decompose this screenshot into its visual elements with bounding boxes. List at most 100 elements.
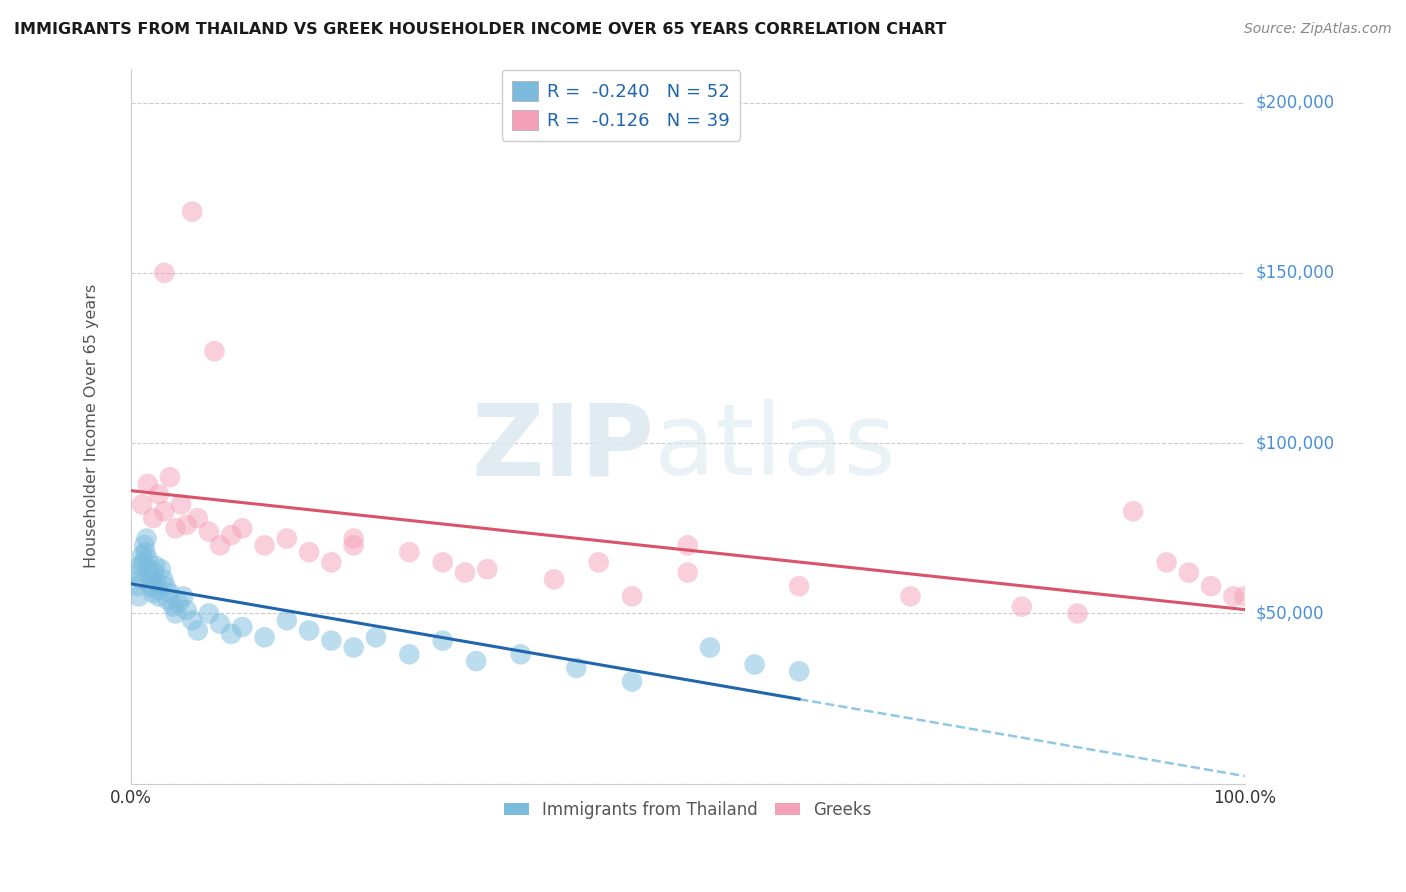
Point	[135, 532, 157, 546]
Point	[153, 266, 176, 280]
Point	[165, 607, 187, 621]
Point	[181, 204, 204, 219]
Point	[253, 538, 276, 552]
Point	[167, 596, 190, 610]
Point	[1222, 590, 1244, 604]
Point	[543, 573, 565, 587]
Point	[148, 487, 170, 501]
Point	[565, 661, 588, 675]
Point	[219, 627, 242, 641]
Point	[187, 511, 209, 525]
Point	[134, 538, 156, 552]
Point	[208, 538, 231, 552]
Point	[129, 573, 152, 587]
Point	[398, 545, 420, 559]
Point	[1156, 555, 1178, 569]
Point	[132, 555, 155, 569]
Point	[231, 521, 253, 535]
Point	[181, 613, 204, 627]
Point	[150, 562, 173, 576]
Point	[159, 470, 181, 484]
Point	[138, 562, 160, 576]
Point	[298, 545, 321, 559]
Point	[321, 633, 343, 648]
Point	[136, 552, 159, 566]
Point	[187, 624, 209, 638]
Point	[900, 590, 922, 604]
Point	[343, 532, 366, 546]
Point	[139, 579, 162, 593]
Point	[1178, 566, 1201, 580]
Text: $150,000: $150,000	[1256, 264, 1334, 282]
Point	[787, 579, 810, 593]
Point	[128, 590, 150, 604]
Point	[170, 498, 193, 512]
Point	[454, 566, 477, 580]
Point	[219, 528, 242, 542]
Point	[176, 517, 198, 532]
Point	[198, 524, 221, 539]
Point	[142, 586, 165, 600]
Point	[364, 630, 387, 644]
Point	[142, 511, 165, 525]
Legend: Immigrants from Thailand, Greeks: Immigrants from Thailand, Greeks	[498, 794, 879, 825]
Point	[699, 640, 721, 655]
Point	[509, 648, 531, 662]
Point	[165, 521, 187, 535]
Point	[343, 538, 366, 552]
Point	[298, 624, 321, 638]
Text: $50,000: $50,000	[1256, 605, 1324, 623]
Text: ZIP: ZIP	[471, 399, 654, 496]
Point	[1122, 504, 1144, 518]
Point	[1233, 590, 1256, 604]
Point	[131, 549, 153, 563]
Point	[131, 498, 153, 512]
Text: $200,000: $200,000	[1256, 94, 1334, 112]
Point	[176, 603, 198, 617]
Point	[432, 555, 454, 569]
Point	[159, 586, 181, 600]
Point	[253, 630, 276, 644]
Point	[148, 590, 170, 604]
Point	[398, 648, 420, 662]
Point	[676, 538, 699, 552]
Point	[153, 504, 176, 518]
Point	[208, 616, 231, 631]
Point	[139, 569, 162, 583]
Point	[1066, 607, 1088, 621]
Point	[127, 579, 149, 593]
Point	[432, 633, 454, 648]
Point	[145, 575, 167, 590]
Point	[145, 558, 167, 573]
Point	[744, 657, 766, 672]
Point	[787, 665, 810, 679]
Point	[321, 555, 343, 569]
Point	[465, 654, 488, 668]
Point	[1199, 579, 1222, 593]
Point	[676, 566, 699, 580]
Point	[128, 558, 150, 573]
Point	[621, 590, 644, 604]
Point	[134, 545, 156, 559]
Point	[152, 573, 174, 587]
Point	[198, 607, 221, 621]
Text: Source: ZipAtlas.com: Source: ZipAtlas.com	[1244, 22, 1392, 37]
Point	[204, 344, 226, 359]
Point	[141, 573, 163, 587]
Point	[343, 640, 366, 655]
Point	[621, 674, 644, 689]
Point	[146, 582, 169, 597]
Point	[155, 579, 177, 593]
Point	[143, 566, 166, 580]
Point	[477, 562, 499, 576]
Point	[588, 555, 610, 569]
Text: $100,000: $100,000	[1256, 434, 1334, 452]
Text: atlas: atlas	[654, 399, 896, 496]
Point	[276, 532, 298, 546]
Point	[231, 620, 253, 634]
Point	[156, 592, 179, 607]
Text: IMMIGRANTS FROM THAILAND VS GREEK HOUSEHOLDER INCOME OVER 65 YEARS CORRELATION C: IMMIGRANTS FROM THAILAND VS GREEK HOUSEH…	[14, 22, 946, 37]
Point	[125, 566, 148, 580]
Point	[1011, 599, 1033, 614]
Point	[276, 613, 298, 627]
